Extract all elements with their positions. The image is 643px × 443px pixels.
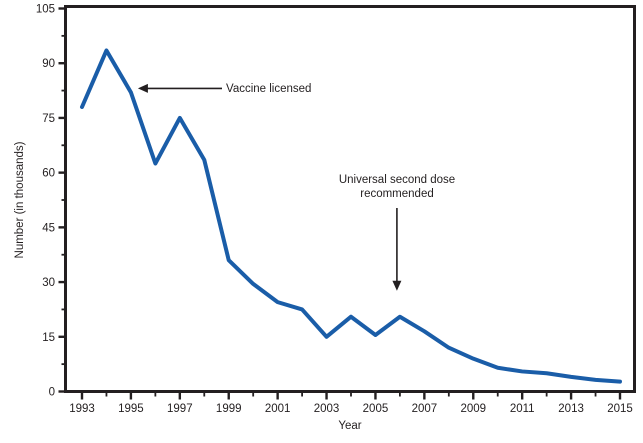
y-tick-label: 45 [42,222,55,234]
x-tick-label: 2007 [412,403,438,415]
x-axis-title: Year [338,420,362,432]
y-tick-label: 60 [42,168,55,180]
x-tick-label: 2015 [607,403,633,415]
x-tick-label: 2003 [314,403,340,415]
y-tick-label: 105 [36,4,55,16]
x-tick-label: 1997 [167,403,193,415]
x-tick-label: 2009 [460,403,486,415]
x-tick-label: 1993 [69,403,95,415]
y-tick-label: 75 [42,113,55,125]
x-tick-label: 2005 [363,403,389,415]
y-tick-label: 15 [42,332,55,344]
annotation-universal-second-dose: Universal second dose recommended [338,174,456,200]
vaccine-licensed-arrowhead-icon [137,83,148,93]
y-tick-label: 90 [42,58,55,70]
y-axis-title: Number (in thousands) [14,141,26,259]
y-tick-label: 30 [42,277,55,289]
x-tick-label: 1999 [216,403,242,415]
second-dose-arrowhead-icon [392,280,402,291]
x-tick-label: 1995 [118,403,144,415]
annotation-vaccine-licensed: Vaccine licensed [226,83,312,95]
data-line [80,48,622,384]
y-tick-label: 0 [49,387,55,399]
x-tick-label: 2001 [265,403,291,415]
plot-frame [64,5,636,393]
x-tick-label: 2011 [510,403,535,415]
x-tick-label: 2013 [558,403,584,415]
